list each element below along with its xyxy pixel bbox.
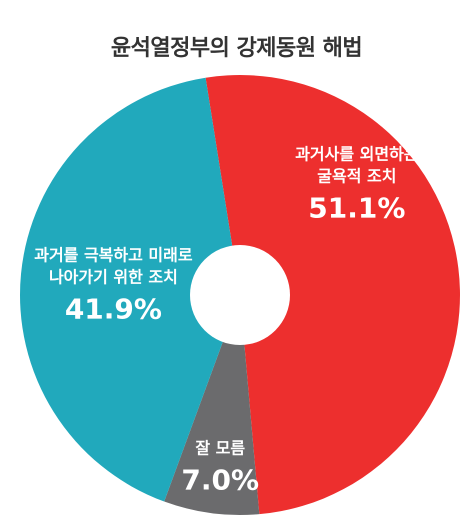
slice-label-group-2: 잘 모름 7.0% (181, 439, 259, 497)
chart-title: 윤석열정부의 강제동원 해법 (110, 36, 363, 61)
slice-1-label-line-1: 과거사를 외면하는 (295, 144, 419, 163)
slice-3-label-line-1: 과거를 극복하고 미래로 (34, 245, 193, 264)
slice-2-label-line-1: 잘 모름 (195, 439, 245, 458)
slice-3-value: 41.9% (65, 292, 162, 325)
donut-slice-1 (205, 75, 460, 515)
slice-1-label-line-2: 굴욕적 조치 (317, 166, 396, 185)
slice-2-value: 7.0% (181, 464, 259, 497)
donut-slices (20, 75, 460, 515)
donut-hole (190, 245, 290, 345)
slice-3-label-line-2: 나아가기 위한 조치 (49, 267, 178, 286)
donut-slice-3 (20, 77, 240, 502)
slice-1-value: 51.1% (308, 191, 405, 224)
donut-slice-2 (164, 295, 260, 515)
